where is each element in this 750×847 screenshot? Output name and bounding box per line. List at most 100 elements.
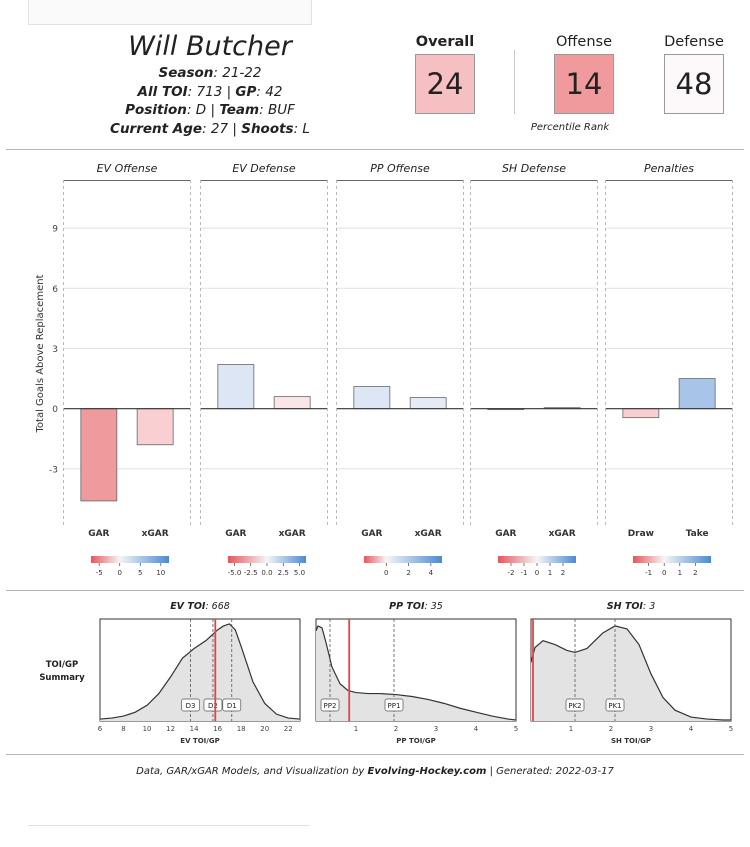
legend-tick-label: 0 <box>535 569 539 577</box>
density-area <box>316 625 516 721</box>
position-label: Position <box>125 102 187 118</box>
gp-value: : 42 <box>256 83 283 100</box>
offense-label: Offense <box>556 34 612 50</box>
category-label: Take <box>686 529 709 539</box>
x-tick-label: 3 <box>434 725 438 733</box>
x-tick-label: 2 <box>394 725 398 733</box>
offense-score: Offense 14 <box>542 32 626 114</box>
overall-score: Overall 24 <box>403 32 487 114</box>
footer-prefix: Data, GAR/xGAR Models, and Visualization… <box>136 766 368 777</box>
category-label: GAR <box>495 529 516 539</box>
x-tick-label: 5 <box>514 725 518 733</box>
defense-score: Defense 48 <box>652 32 736 114</box>
age-line: Current Age: 27 | Shoots: L <box>95 120 325 139</box>
panel-title: Penalties <box>644 162 694 175</box>
score-divider <box>514 50 515 114</box>
toi-panel-2: PP TOI: 35 PP2 PP1 1 2 3 4 5 PP TOI/GP <box>315 601 518 745</box>
legend-tick-label: -5.0 <box>228 569 242 577</box>
x-tick-label: 6 <box>98 725 103 733</box>
bar-xgar <box>273 396 311 410</box>
overall-label: Overall <box>415 34 475 50</box>
position-line: Position: D | Team: BUF <box>95 101 325 120</box>
ref-box-d1 <box>222 698 242 712</box>
legend-tick-label: 5.0 <box>294 569 305 577</box>
season-label: Season <box>158 65 214 81</box>
legend-tick-label: 2 <box>561 569 565 577</box>
bar-draw <box>622 408 660 419</box>
legend-tick-label: 2 <box>406 569 410 577</box>
y-tick-label: 0 <box>52 405 58 415</box>
bar-gar <box>217 364 255 410</box>
x-tick-label: 18 <box>237 725 246 733</box>
y-tick-label: -3 <box>49 465 58 475</box>
ref-label-d1: D1 <box>227 702 237 710</box>
age-label: Current Age <box>110 120 203 137</box>
x-tick-label: 12 <box>166 725 175 733</box>
player-info: Will Butcher Season: 21-22 All TOI: 713 … <box>95 30 325 138</box>
toi-panel-title: EV TOI: 668 <box>170 601 230 612</box>
x-axis-label: EV TOI/GP <box>180 737 219 745</box>
footer: Data, GAR/xGAR Models, and Visualization… <box>0 766 750 777</box>
panel-ev-defense: EV Defense GAR xGAR -5.0 -2.5 0.0 2.5 5.0 <box>200 162 328 577</box>
legend-tick-label: 0 <box>662 569 666 577</box>
ref-box-pk2 <box>565 698 585 712</box>
density-line <box>315 625 517 721</box>
top-placeholder-box <box>28 0 312 25</box>
divider-top <box>6 149 744 150</box>
density-line <box>530 625 731 721</box>
player-name: Will Butcher <box>128 31 292 62</box>
bar-gar <box>353 386 391 410</box>
panel-sh-defense: SH Defense GAR xGAR -2 -1 0 1 2 <box>470 162 598 577</box>
x-tick-label: 20 <box>260 725 269 733</box>
footer-site-link[interactable]: Evolving-Hockey.com <box>367 766 487 777</box>
panel-title: PP Offense <box>370 162 430 175</box>
panel-penalties: Penalties Draw Take -1 0 1 2 <box>605 162 733 577</box>
legend-tick-label: 2.5 <box>278 569 289 577</box>
ref-label-pp2: PP2 <box>324 702 337 710</box>
toi-title-value: : 3 <box>643 601 655 612</box>
toi-line: All TOI: 713 | GP: 42 <box>95 83 325 102</box>
toi-title-label: EV TOI <box>170 601 206 612</box>
ref-box-pp1 <box>384 698 404 712</box>
x-axis-label: PP TOI/GP <box>396 737 435 745</box>
position-value: : D | <box>186 102 220 118</box>
x-tick-label: 1 <box>569 725 573 733</box>
y-tick-label: 9 <box>52 225 58 235</box>
footer-generated: | Generated: 2022-03-17 <box>486 766 614 777</box>
legend-tick-label: 2 <box>693 569 697 577</box>
legend-colorbar <box>633 556 711 563</box>
bar-take <box>678 378 716 410</box>
ref-box-d3 <box>181 698 200 712</box>
ref-label-pk1: PK1 <box>608 702 621 710</box>
x-tick-label: 2 <box>609 725 613 733</box>
y-tick-label: 3 <box>52 345 58 355</box>
legend-tick-label: -1 <box>521 569 528 577</box>
bar-gar <box>80 408 118 502</box>
row-label-line2: Summary <box>39 673 85 683</box>
bottom-placeholder-line <box>28 825 310 826</box>
overall-value-box: 24 <box>415 54 475 114</box>
toi-panel-3: SH TOI: 3 PK2 PK1 1 2 3 4 5 SH TOI/GP <box>530 601 733 745</box>
percentile-rank-label: Percentile Rank <box>530 122 610 133</box>
defense-value-box: 48 <box>664 54 724 114</box>
category-label: GAR <box>88 529 109 539</box>
team-label: Team <box>219 102 260 118</box>
category-label: GAR <box>361 529 382 539</box>
legend-tick-label: 4 <box>429 569 434 577</box>
x-tick-label: 4 <box>474 725 479 733</box>
category-label: xGAR <box>549 529 576 539</box>
category-label: Draw <box>628 529 654 539</box>
divider-middle <box>6 590 744 591</box>
ref-box-d2 <box>203 698 223 712</box>
y-tick-label: 6 <box>52 285 58 295</box>
legend-tick-label: 0.0 <box>261 569 272 577</box>
panel-pp-offense: PP Offense GAR xGAR 0 2 4 <box>336 162 464 577</box>
legend-colorbar <box>228 556 306 563</box>
shoots-value: : L <box>293 120 310 137</box>
y-axis-label: Total Goals Above Replacement <box>35 274 46 433</box>
density-line <box>99 623 301 720</box>
category-label: xGAR <box>279 529 306 539</box>
x-tick-label: 3 <box>649 725 653 733</box>
x-tick-label: 14 <box>190 725 199 733</box>
toi-panel-1: EV TOI: 668 D3 D2 D1 6 8 10 12 14 16 18 20 22 EV TOI/… <box>98 601 301 745</box>
